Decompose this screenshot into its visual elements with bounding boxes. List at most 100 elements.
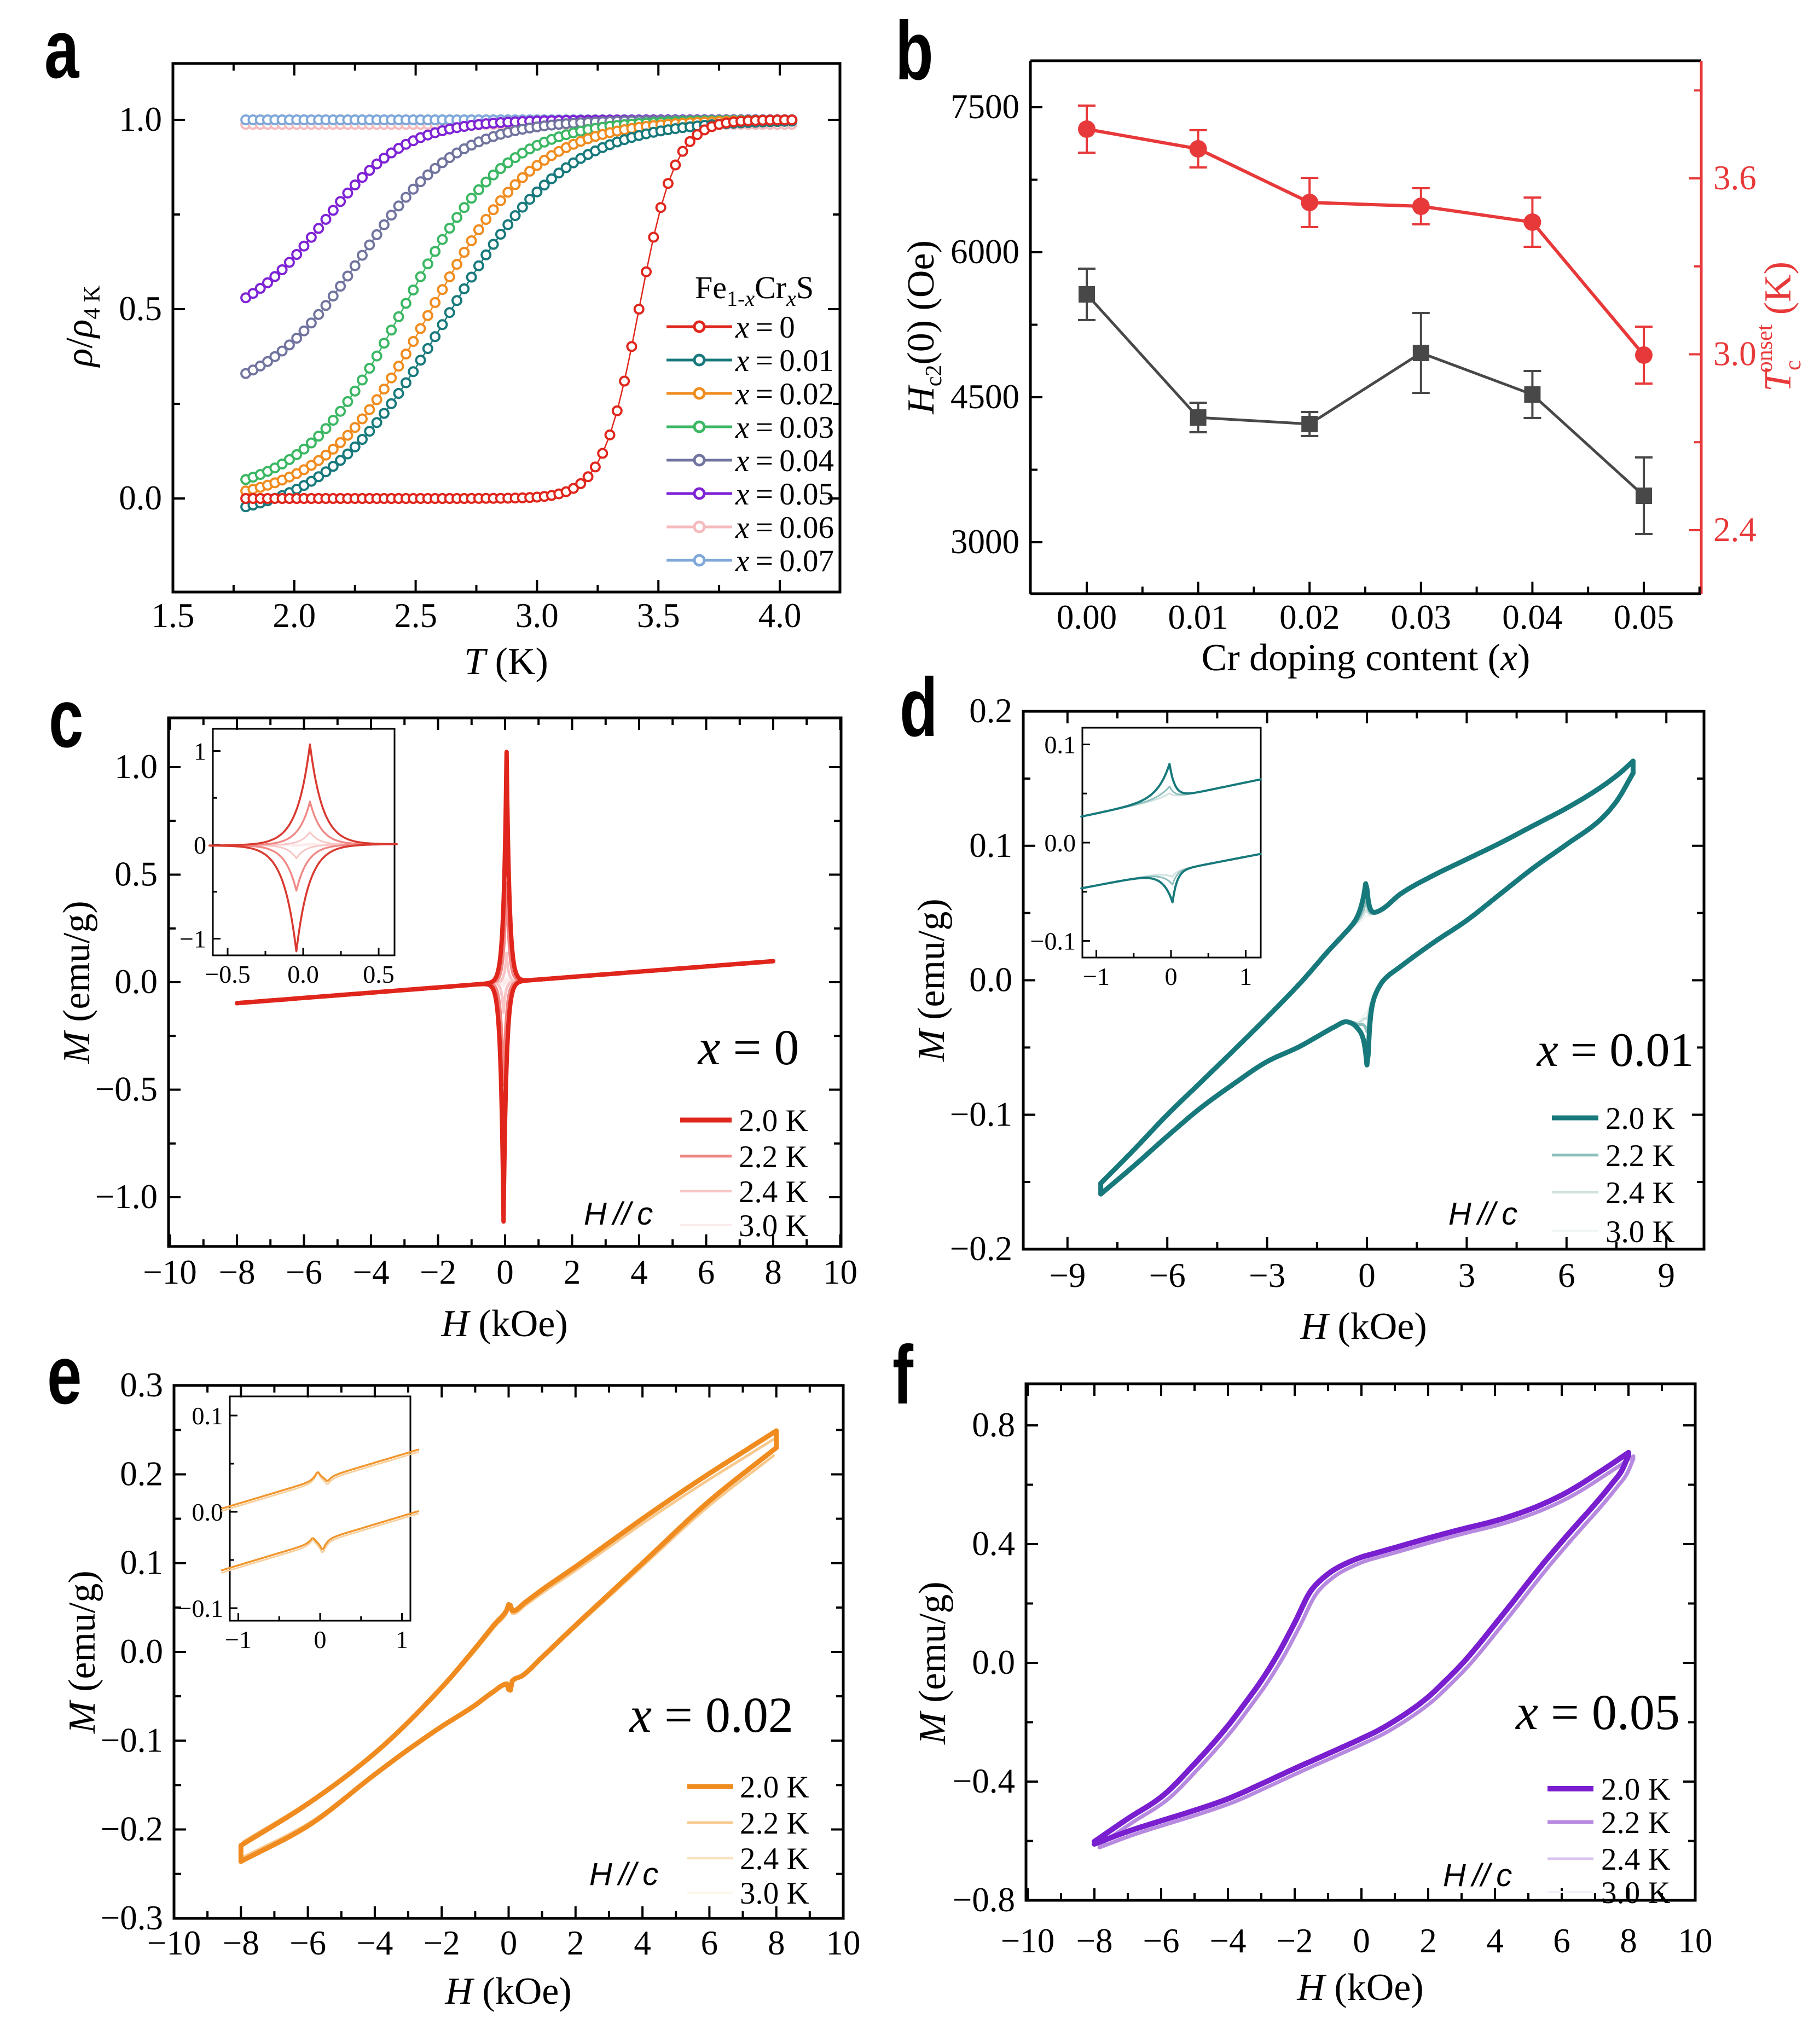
svg-text:H // c: H // c — [1443, 1858, 1512, 1893]
svg-text:H // c: H // c — [584, 1196, 653, 1232]
svg-text:6: 6 — [701, 1924, 718, 1962]
svg-text:−0.1: −0.1 — [178, 1594, 223, 1622]
svg-text:2: 2 — [567, 1924, 584, 1962]
svg-text:−9: −9 — [1049, 1256, 1086, 1295]
svg-text:4500: 4500 — [950, 378, 1019, 416]
svg-text:7500: 7500 — [950, 88, 1019, 126]
svg-text:x = 0.03: x = 0.03 — [735, 410, 834, 445]
svg-text:2.2 K: 2.2 K — [740, 1806, 809, 1841]
svg-text:3.6: 3.6 — [1713, 159, 1757, 197]
svg-text:f: f — [892, 1329, 913, 1422]
svg-text:6: 6 — [698, 1253, 715, 1291]
svg-text:−8: −8 — [218, 1253, 255, 1291]
svg-text:−1: −1 — [179, 925, 206, 953]
svg-text:2.2 K: 2.2 K — [1601, 1806, 1671, 1840]
svg-text:−0.3: −0.3 — [101, 1899, 163, 1937]
svg-text:3000: 3000 — [950, 523, 1019, 561]
svg-text:0.2: 0.2 — [120, 1454, 163, 1493]
svg-text:−4: −4 — [1209, 1922, 1246, 1960]
svg-text:3.0 K: 3.0 K — [1605, 1215, 1675, 1249]
svg-text:H // c: H // c — [1448, 1196, 1517, 1232]
svg-text:6: 6 — [1558, 1256, 1575, 1295]
svg-text:0.0: 0.0 — [119, 479, 162, 517]
svg-text:2: 2 — [1419, 1922, 1437, 1960]
svg-text:x = 0.07: x = 0.07 — [735, 544, 834, 578]
svg-text:0: 0 — [194, 831, 206, 859]
svg-text:2.0 K: 2.0 K — [740, 1770, 809, 1805]
svg-text:0.02: 0.02 — [1279, 598, 1340, 636]
svg-text:1.0: 1.0 — [119, 100, 162, 138]
svg-text:1: 1 — [194, 738, 206, 765]
svg-text:0.0: 0.0 — [114, 962, 158, 1001]
svg-text:x = 0: x = 0 — [735, 310, 795, 345]
svg-text:9: 9 — [1657, 1256, 1675, 1295]
svg-text:10: 10 — [826, 1924, 861, 1962]
svg-text:x = 0.06: x = 0.06 — [735, 511, 834, 545]
svg-text:0.00: 0.00 — [1057, 598, 1117, 636]
svg-text:−0.5: −0.5 — [205, 960, 250, 988]
svg-text:0: 0 — [1358, 1256, 1376, 1295]
svg-text:−3: −3 — [1249, 1256, 1285, 1295]
svg-text:0.1: 0.1 — [1045, 731, 1076, 759]
svg-text:−0.4: −0.4 — [953, 1762, 1015, 1800]
svg-text:0.0: 0.0 — [120, 1632, 163, 1671]
svg-text:−0.2: −0.2 — [101, 1810, 163, 1848]
svg-text:M (emu/g): M (emu/g) — [911, 898, 953, 1062]
svg-text:0: 0 — [314, 1626, 327, 1654]
svg-text:4.0: 4.0 — [758, 596, 802, 635]
svg-text:a: a — [44, 3, 79, 96]
svg-text:3.0: 3.0 — [1713, 335, 1757, 373]
svg-text:0.1: 0.1 — [969, 826, 1012, 865]
svg-text:8: 8 — [768, 1924, 785, 1962]
svg-text:−0.1: −0.1 — [101, 1721, 163, 1759]
svg-text:−8: −8 — [1076, 1922, 1112, 1960]
svg-text:0.05: 0.05 — [1614, 598, 1674, 636]
svg-text:0.8: 0.8 — [972, 1406, 1015, 1444]
svg-text:Cr doping content (x): Cr doping content (x) — [1202, 637, 1531, 679]
svg-text:−0.2: −0.2 — [950, 1229, 1012, 1268]
svg-text:−0.5: −0.5 — [95, 1070, 158, 1109]
svg-text:−6: −6 — [289, 1924, 326, 1962]
svg-text:−10: −10 — [1001, 1922, 1055, 1960]
svg-text:M (emu/g): M (emu/g) — [61, 1570, 103, 1733]
svg-text:10: 10 — [823, 1253, 857, 1291]
svg-text:−0.1: −0.1 — [1030, 927, 1076, 955]
svg-text:−6: −6 — [1143, 1922, 1179, 1960]
svg-text:0.03: 0.03 — [1391, 598, 1451, 636]
svg-text:−1: −1 — [1083, 962, 1110, 990]
svg-text:−1.0: −1.0 — [95, 1178, 158, 1216]
svg-text:2.2 K: 2.2 K — [1605, 1139, 1675, 1173]
svg-text:2.0 K: 2.0 K — [1601, 1772, 1671, 1807]
svg-text:2.4 K: 2.4 K — [1601, 1842, 1671, 1877]
svg-text:H (kOe): H (kOe) — [1296, 1967, 1423, 2009]
svg-text:−10: −10 — [147, 1924, 201, 1962]
svg-text:0: 0 — [500, 1924, 518, 1962]
svg-text:−4: −4 — [356, 1924, 393, 1962]
svg-text:−6: −6 — [1149, 1256, 1186, 1295]
svg-text:0.0: 0.0 — [969, 961, 1012, 999]
svg-text:2.4 K: 2.4 K — [739, 1175, 808, 1209]
svg-text:M (emu/g): M (emu/g) — [56, 901, 98, 1064]
svg-text:0.0: 0.0 — [972, 1643, 1015, 1681]
svg-text:0.5: 0.5 — [114, 855, 158, 894]
svg-text:2.0: 2.0 — [273, 596, 316, 635]
svg-text:3.0 K: 3.0 K — [740, 1876, 809, 1911]
svg-text:8: 8 — [1620, 1922, 1637, 1960]
svg-text:4: 4 — [634, 1924, 651, 1962]
svg-text:3.0: 3.0 — [515, 596, 559, 635]
svg-text:−0.1: −0.1 — [950, 1095, 1012, 1133]
svg-text:d: d — [900, 661, 938, 754]
svg-text:1.5: 1.5 — [152, 596, 195, 635]
svg-text:e: e — [47, 1329, 82, 1422]
svg-text:H (kOe): H (kOe) — [444, 1970, 571, 2012]
svg-text:x = 0.02: x = 0.02 — [735, 377, 834, 411]
svg-text:3.0 K: 3.0 K — [739, 1209, 808, 1243]
svg-text:4: 4 — [1486, 1922, 1504, 1960]
svg-text:−10: −10 — [143, 1253, 197, 1291]
svg-text:3.0 K: 3.0 K — [1601, 1876, 1671, 1910]
svg-text:0.4: 0.4 — [972, 1524, 1015, 1563]
svg-text:4: 4 — [630, 1253, 648, 1291]
svg-text:0.01: 0.01 — [1168, 598, 1228, 636]
svg-text:−2: −2 — [1276, 1922, 1313, 1960]
svg-text:b: b — [895, 4, 934, 97]
